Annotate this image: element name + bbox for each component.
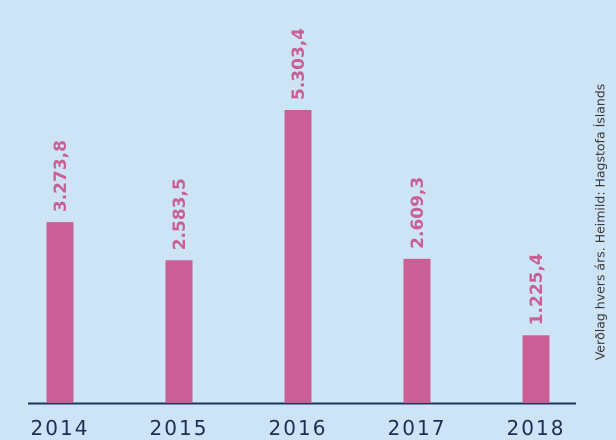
value-label: 5.303,4 xyxy=(289,28,309,100)
value-label: 2.583,5 xyxy=(170,178,190,250)
value-label: 1.225,4 xyxy=(527,253,547,325)
value-label: 3.273,8 xyxy=(51,140,71,212)
x-tick-label: 2014 xyxy=(31,416,90,440)
x-tick-label: 2017 xyxy=(388,416,447,440)
x-tick-label: 2016 xyxy=(269,416,328,440)
value-label: 2.609,3 xyxy=(408,177,428,249)
bar xyxy=(284,110,312,403)
bar xyxy=(403,258,431,403)
source-note: Verðlag hvers árs. Heimild: Hagstofa Ísl… xyxy=(593,84,608,361)
bar xyxy=(522,335,550,403)
x-tick-label: 2018 xyxy=(507,416,566,440)
bar xyxy=(165,260,193,403)
x-tick-label: 2015 xyxy=(150,416,209,440)
bar xyxy=(46,222,74,403)
